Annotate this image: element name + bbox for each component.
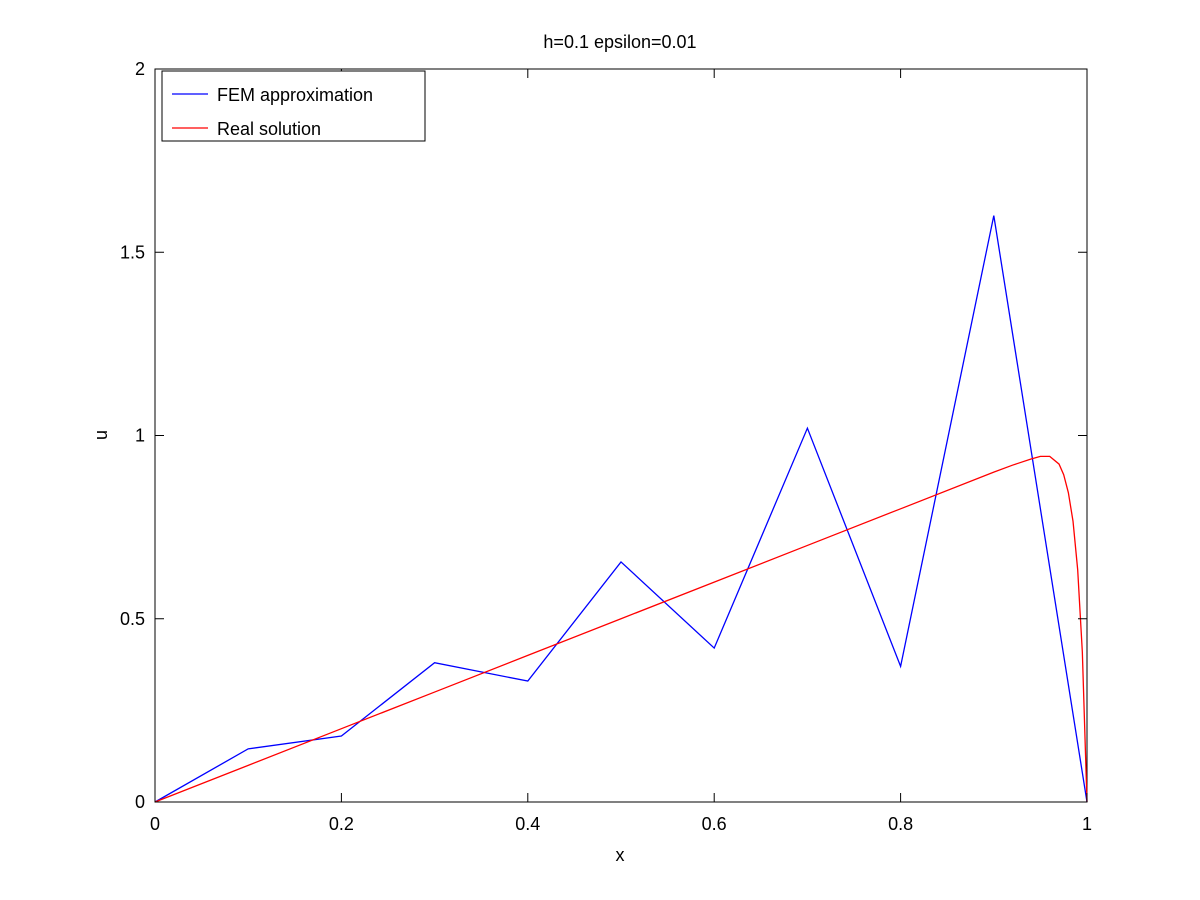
x-tick-label: 0.4	[515, 814, 540, 834]
y-tick-label: 0.5	[120, 609, 145, 629]
x-axis-label: x	[616, 845, 625, 865]
legend: FEM approximation Real solution	[161, 70, 426, 142]
x-tick-label: 1	[1082, 814, 1092, 834]
legend-label-real-solution: Real solution	[217, 119, 321, 139]
y-tick-label: 1.5	[120, 242, 145, 262]
x-tick-label: 0	[150, 814, 160, 834]
plot-area: 0 0.2 0.4 0.6 0.8 1 0 0.5 1 1.5 2	[120, 59, 1092, 834]
legend-label-fem-approximation: FEM approximation	[217, 85, 373, 105]
chart-title: h=0.1 epsilon=0.01	[543, 32, 696, 52]
x-tick-label: 0.2	[329, 814, 354, 834]
y-tick-label: 1	[135, 426, 145, 446]
x-tick-label: 0.6	[702, 814, 727, 834]
legend-box	[161, 70, 426, 142]
y-tick-label: 0	[135, 792, 145, 812]
series-line-real-solution	[154, 455, 1088, 803]
y-axis-label: u	[91, 430, 111, 440]
y-tick-label: 2	[135, 59, 145, 79]
series-layer	[154, 215, 1088, 803]
x-tick-label: 0.8	[888, 814, 913, 834]
ticks-layer: 0 0.2 0.4 0.6 0.8 1 0 0.5 1 1.5 2	[120, 59, 1092, 834]
